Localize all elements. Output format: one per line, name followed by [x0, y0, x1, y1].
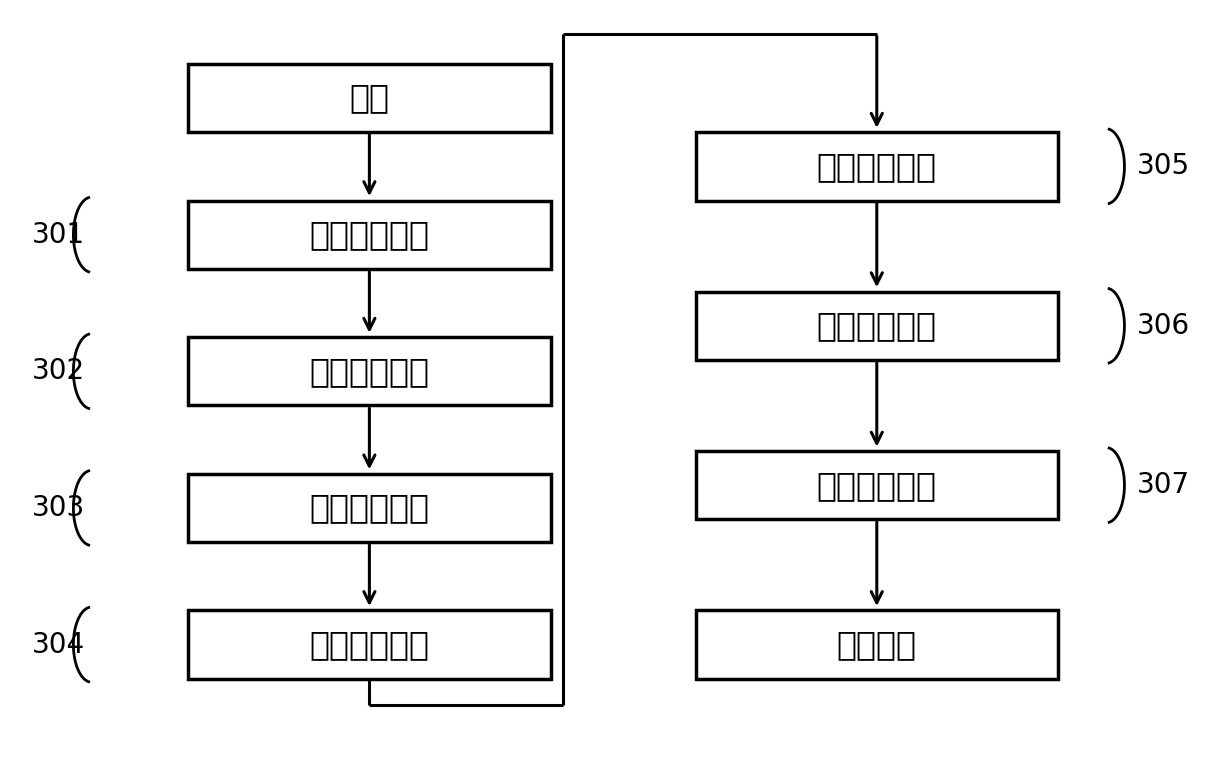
FancyBboxPatch shape	[188, 200, 551, 269]
Text: 303: 303	[32, 494, 86, 522]
Text: 测试分析评价: 测试分析评价	[816, 468, 937, 502]
FancyBboxPatch shape	[188, 474, 551, 542]
Text: 高精地图采集: 高精地图采集	[309, 218, 429, 251]
Text: 测试接入准备: 测试接入准备	[816, 150, 937, 183]
Text: 测试区域配置: 测试区域配置	[309, 355, 429, 388]
Text: 测试用例生成: 测试用例生成	[309, 628, 429, 661]
Text: 304: 304	[32, 631, 86, 659]
FancyBboxPatch shape	[188, 611, 551, 679]
FancyBboxPatch shape	[695, 611, 1058, 679]
Text: 测试结束: 测试结束	[837, 628, 916, 661]
Text: 306: 306	[1136, 312, 1190, 340]
Text: 307: 307	[1136, 472, 1190, 499]
FancyBboxPatch shape	[695, 451, 1058, 519]
Text: 302: 302	[32, 357, 86, 385]
Text: 开始: 开始	[349, 81, 390, 114]
FancyBboxPatch shape	[695, 132, 1058, 200]
Text: 测试路径设置: 测试路径设置	[309, 492, 429, 524]
Text: 测试过程交互: 测试过程交互	[816, 309, 937, 342]
FancyBboxPatch shape	[188, 64, 551, 132]
Text: 305: 305	[1136, 152, 1190, 180]
FancyBboxPatch shape	[695, 291, 1058, 360]
FancyBboxPatch shape	[188, 337, 551, 406]
Text: 301: 301	[32, 220, 86, 249]
